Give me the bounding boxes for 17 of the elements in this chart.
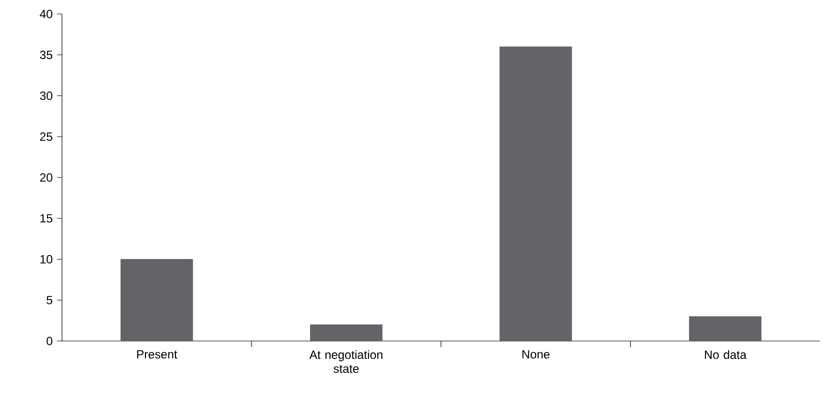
bar — [689, 316, 762, 342]
bar — [500, 46, 572, 342]
y-tick-label: 30 — [40, 92, 52, 100]
x-tick-label: At negotiation state — [309, 350, 382, 373]
y-tick-label: 25 — [40, 132, 52, 141]
y-tick-label: 35 — [40, 50, 52, 60]
y-tick-label: 40 — [40, 10, 52, 18]
bar — [120, 259, 193, 342]
y-tick-label: 0 — [46, 336, 52, 346]
bar — [310, 324, 382, 342]
y-tick-label: 10 — [40, 255, 52, 264]
x-tick-label: No data — [704, 350, 747, 359]
y-tick-label: 20 — [40, 173, 52, 182]
x-tick-label: Present — [137, 350, 178, 359]
x-tick-label: None — [522, 350, 550, 359]
y-tick-label: 15 — [40, 214, 52, 223]
y-tick-label: 5 — [46, 296, 52, 304]
